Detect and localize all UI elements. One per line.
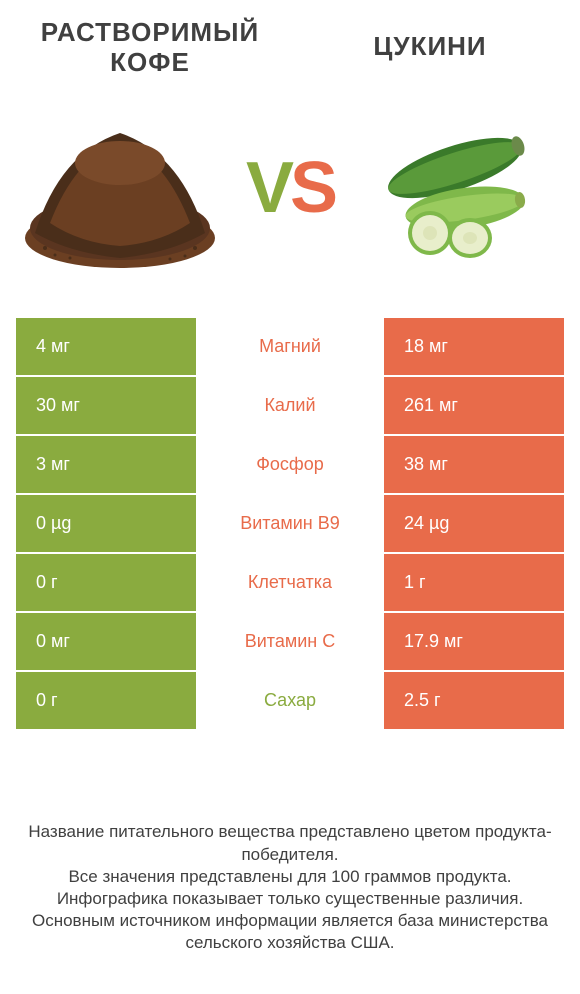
right-value: 261 мг [384, 377, 564, 434]
nutrient-label: Калий [196, 377, 384, 434]
vs-s: S [290, 148, 334, 228]
table-row: 0 гКлетчатка1 г [16, 554, 564, 611]
zucchini-icon [370, 113, 550, 263]
nutrition-table: 4 мгМагний18 мг30 мгКалий261 мг3 мгФосфо… [0, 318, 580, 731]
right-value: 24 µg [384, 495, 564, 552]
nutrient-label: Витамин B9 [196, 495, 384, 552]
table-row: 0 µgВитамин B924 µg [16, 495, 564, 552]
nutrient-label: Клетчатка [196, 554, 384, 611]
table-row: 0 гСахар2.5 г [16, 672, 564, 729]
coffee-image [20, 98, 220, 278]
right-value: 2.5 г [384, 672, 564, 729]
left-value: 0 г [16, 554, 196, 611]
footer-line: Название питательного вещества представл… [18, 821, 562, 865]
header: Растворимый кофе Цукини [0, 0, 580, 88]
footer-line: Основным источником информации является … [18, 910, 562, 954]
right-value: 17.9 мг [384, 613, 564, 670]
nutrient-label: Витамин C [196, 613, 384, 670]
table-row: 4 мгМагний18 мг [16, 318, 564, 375]
footer-note: Название питательного вещества представл… [0, 801, 580, 994]
table-row: 0 мгВитамин C17.9 мг [16, 613, 564, 670]
right-title: Цукини [310, 18, 550, 78]
left-value: 0 г [16, 672, 196, 729]
footer-line: Все значения представлены для 100 граммо… [18, 866, 562, 888]
zucchini-image [360, 98, 560, 278]
left-value: 4 мг [16, 318, 196, 375]
nutrient-label: Фосфор [196, 436, 384, 493]
left-title: Растворимый кофе [30, 18, 270, 78]
vs-label: VS [246, 147, 334, 229]
right-value: 18 мг [384, 318, 564, 375]
left-value: 0 мг [16, 613, 196, 670]
right-value: 1 г [384, 554, 564, 611]
vs-v: V [246, 148, 290, 228]
right-value: 38 мг [384, 436, 564, 493]
table-row: 3 мгФосфор38 мг [16, 436, 564, 493]
left-value: 30 мг [16, 377, 196, 434]
nutrient-label: Магний [196, 318, 384, 375]
left-value: 0 µg [16, 495, 196, 552]
vs-row: VS [0, 88, 580, 318]
coffee-icon [20, 103, 220, 273]
left-value: 3 мг [16, 436, 196, 493]
table-row: 30 мгКалий261 мг [16, 377, 564, 434]
footer-line: Инфографика показывает только существенн… [18, 888, 562, 910]
nutrient-label: Сахар [196, 672, 384, 729]
